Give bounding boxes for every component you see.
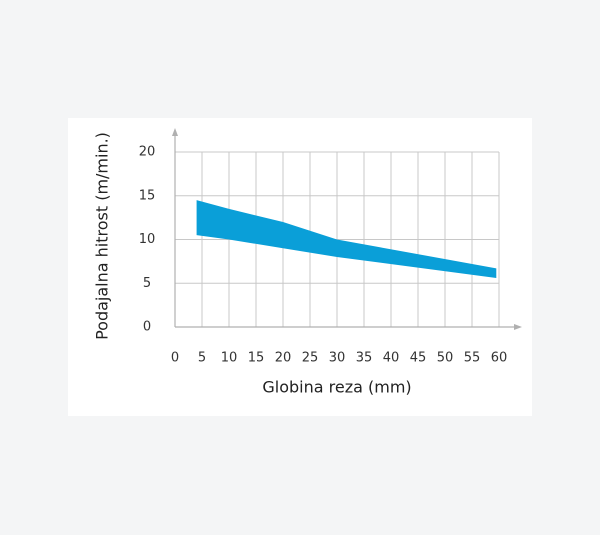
x-tick-label: 60 [491, 351, 508, 366]
x-tick-label: 25 [302, 351, 319, 366]
y-tick-label: 10 [139, 232, 156, 247]
x-axis-title: Globina reza (mm) [262, 378, 411, 397]
x-tick-label: 40 [383, 351, 400, 366]
x-tick-label: 50 [437, 351, 454, 366]
y-axis-title: Podajalna hitrost (m/min.) [93, 132, 112, 340]
y-tick-label: 5 [143, 276, 151, 291]
y-tick-label: 20 [139, 145, 156, 160]
x-tick-label: 15 [248, 351, 265, 366]
y-tick-label: 15 [139, 188, 156, 203]
y-axis-arrow [172, 128, 178, 136]
x-tick-label: 5 [198, 351, 206, 366]
x-tick-label: 45 [410, 351, 427, 366]
x-tick-label: 0 [171, 351, 179, 366]
y-tick-label: 0 [143, 320, 151, 335]
x-tick-label: 20 [275, 351, 292, 366]
x-tick-label: 55 [464, 351, 481, 366]
x-axis-arrow [514, 324, 522, 330]
x-tick-label: 10 [221, 351, 238, 366]
x-tick-label: 35 [356, 351, 373, 366]
x-tick-label: 30 [329, 351, 346, 366]
range-band [196, 200, 497, 278]
